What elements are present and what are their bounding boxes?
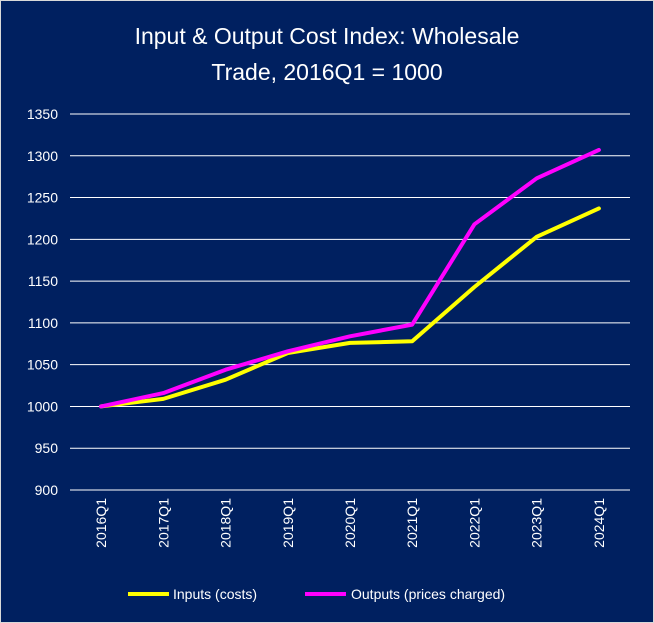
x-tick-label: 2016Q1 <box>93 498 109 548</box>
chart-title-line-2: Trade, 2016Q1 = 1000 <box>211 59 442 85</box>
series-line <box>99 206 601 409</box>
x-tick-label: 2022Q1 <box>466 498 482 548</box>
y-tick-label: 1350 <box>27 106 58 122</box>
x-tick-label: 2023Q1 <box>529 498 545 548</box>
y-tick-label: 1150 <box>28 273 58 289</box>
legend-label: Outputs (prices charged) <box>351 586 505 602</box>
x-tick-label: 2024Q1 <box>591 498 607 548</box>
x-tick-label: 2020Q1 <box>342 498 358 548</box>
x-tick-label: 2019Q1 <box>280 498 296 548</box>
legend-label: Inputs (costs) <box>173 586 257 602</box>
y-axis-tick-labels: 900 950 1000 1050 1100 1150 1200 1250 1300 1350 <box>27 106 58 498</box>
y-tick-label: 1100 <box>28 315 58 331</box>
series-line <box>99 147 601 409</box>
y-tick-label: 1250 <box>27 190 58 206</box>
series-lines <box>99 147 601 409</box>
y-tick-label: 1200 <box>27 231 58 247</box>
x-tick-label: 2017Q1 <box>155 498 171 548</box>
y-tick-label: 1300 <box>27 148 58 164</box>
y-tick-label: 950 <box>35 440 59 456</box>
y-tick-label: 1000 <box>27 398 58 414</box>
y-tick-label: 1050 <box>27 357 58 373</box>
y-tick-label: 900 <box>35 482 59 498</box>
gridlines <box>70 113 630 491</box>
x-tick-label: 2018Q1 <box>218 498 234 548</box>
legend: Inputs (costs) Outputs (prices charged) <box>128 586 505 602</box>
x-axis-tick-labels: 2016Q1 2017Q1 2018Q1 2019Q1 2020Q1 2021Q1 2022… <box>93 498 607 548</box>
x-tick-label: 2021Q1 <box>404 498 420 548</box>
chart-title-line-1: Input & Output Cost Index: Wholesale <box>135 23 520 49</box>
